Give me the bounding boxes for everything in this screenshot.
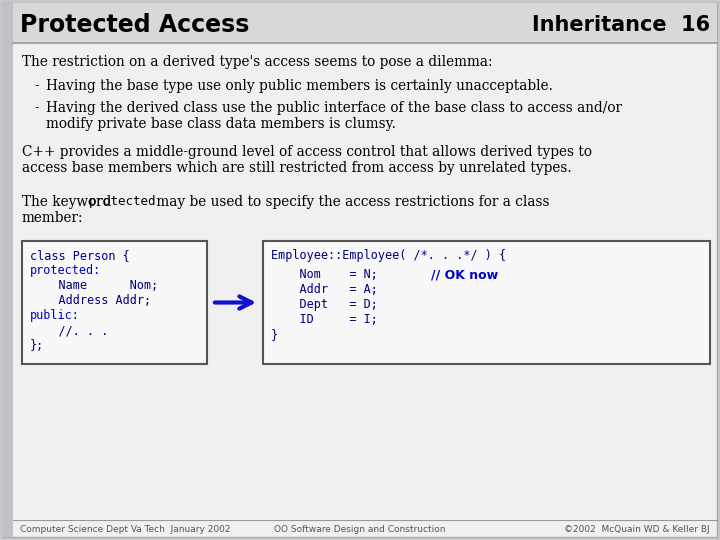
Text: public:: public: [30, 309, 80, 322]
Text: modify private base class data members is clumsy.: modify private base class data members i… [46, 117, 396, 131]
Text: Nom    = N;: Nom = N; [271, 268, 378, 281]
Bar [3, 3, 13, 537]
Text: Protected Access: Protected Access [20, 13, 249, 37]
Text: protected:: protected: [30, 264, 102, 277]
Text: Having the derived class use the public interface of the base class to access an: Having the derived class use the public … [46, 101, 622, 115]
Text: Dept   = D;: Dept = D; [271, 298, 378, 311]
Text: ID     = I;: ID = I; [271, 313, 378, 326]
Bar [13, 3, 717, 43]
Text: -: - [34, 101, 39, 115]
Text: Computer Science Dept Va Tech  January 2002: Computer Science Dept Va Tech January 20… [20, 525, 230, 535]
Text: C++ provides a middle-ground level of access control that allows derived types t: C++ provides a middle-ground level of ac… [22, 145, 592, 159]
Text: Employee::Employee( /*. . .*/ ) {: Employee::Employee( /*. . .*/ ) { [271, 249, 506, 262]
Text: Addr   = A;: Addr = A; [271, 283, 378, 296]
Text: // OK now: // OK now [431, 268, 498, 281]
Text: //. . .: //. . . [30, 324, 109, 337]
Text: Name      Nom;: Name Nom; [30, 279, 158, 292]
Bar [263, 241, 710, 364]
Text: ©2002  McQuain WD & Keller BJ: ©2002 McQuain WD & Keller BJ [564, 525, 710, 535]
Text: member:: member: [22, 211, 84, 225]
Text: }: } [271, 328, 278, 341]
Text: Having the base type use only public members is certainly unacceptable.: Having the base type use only public mem… [46, 79, 553, 93]
Text: access base members which are still restricted from access by unrelated types.: access base members which are still rest… [22, 161, 572, 175]
Bar [22, 241, 207, 364]
Text: The keyword: The keyword [22, 195, 116, 209]
Text: protected: protected [89, 195, 156, 208]
Text: The restriction on a derived type's access seems to pose a dilemma:: The restriction on a derived type's acce… [22, 55, 492, 69]
Text: -: - [34, 79, 39, 93]
Text: class Person {: class Person { [30, 249, 130, 262]
Text: Inheritance  16: Inheritance 16 [532, 15, 710, 35]
Text: may be used to specify the access restrictions for a class: may be used to specify the access restri… [152, 195, 549, 209]
Text: Address Addr;: Address Addr; [30, 294, 151, 307]
Text: };: }; [30, 339, 44, 352]
Text: OO Software Design and Construction: OO Software Design and Construction [274, 525, 446, 535]
FancyArrowPatch shape [215, 296, 251, 309]
